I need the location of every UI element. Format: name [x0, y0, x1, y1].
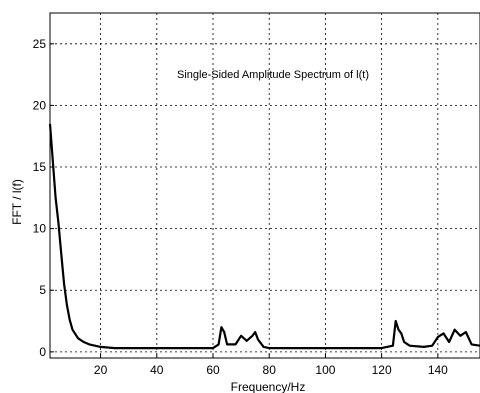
y-tick-label: 20 [33, 98, 47, 112]
spectrum-line [48, 123, 480, 350]
x-tick-label: 20 [94, 363, 108, 377]
x-tick-label: 140 [428, 363, 448, 377]
x-tick-label: 80 [263, 363, 277, 377]
y-tick-labels: 0 5 10 15 20 25 [33, 37, 47, 359]
x-tick-label: 120 [372, 363, 392, 377]
x-tick-labels: 20 40 60 80 100 120 140 [94, 363, 448, 377]
x-tick-label: 100 [315, 363, 335, 377]
grid-lines [50, 13, 480, 358]
y-tick-label: 10 [33, 222, 47, 236]
y-tick-label: 5 [39, 283, 46, 297]
y-tick-label: 15 [33, 160, 47, 174]
y-tick-label: 25 [33, 37, 47, 51]
x-tick-label: 40 [150, 363, 164, 377]
y-axis-label: FFT / l(f) [10, 179, 24, 225]
spectrum-series [48, 123, 480, 350]
x-tick-label: 60 [206, 363, 220, 377]
x-axis-label: Frequency/Hz [231, 380, 306, 393]
chart-annotation: Single-Sided Amplitude Spectrum of l(t) [177, 69, 369, 81]
plot-frame [49, 12, 480, 359]
y-tick-label: 0 [39, 345, 46, 359]
